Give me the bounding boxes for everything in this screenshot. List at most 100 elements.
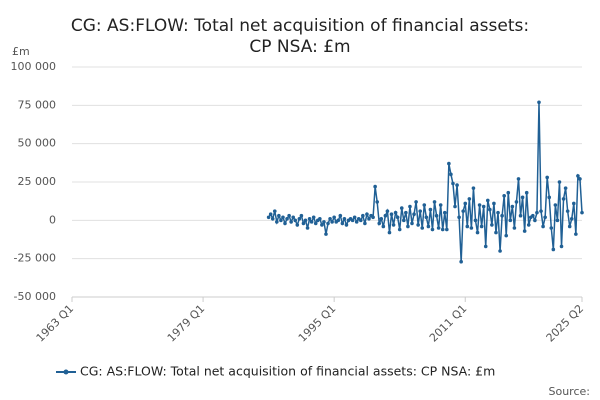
data-point xyxy=(580,210,584,215)
data-point xyxy=(305,226,310,230)
data-point xyxy=(465,224,470,229)
data-point xyxy=(453,204,457,209)
data-point xyxy=(406,224,410,229)
data-point xyxy=(363,221,367,226)
y-axis-label: £m xyxy=(12,45,30,58)
data-point xyxy=(277,213,281,218)
data-point xyxy=(383,213,388,218)
data-point xyxy=(399,206,404,210)
data-point xyxy=(375,200,379,204)
data-point xyxy=(526,223,531,227)
data-point xyxy=(565,209,570,213)
y-tick-label: 100 000 xyxy=(11,60,57,73)
data-point xyxy=(508,218,513,223)
data-point xyxy=(430,227,435,232)
data-point xyxy=(377,221,382,226)
data-point xyxy=(510,204,515,209)
data-point xyxy=(522,229,527,233)
data-point xyxy=(555,218,560,223)
data-point xyxy=(424,215,429,220)
data-point xyxy=(332,215,336,220)
data-point xyxy=(553,203,558,207)
data-point xyxy=(410,221,414,226)
data-point xyxy=(336,218,341,223)
data-point xyxy=(358,218,363,223)
data-point xyxy=(270,217,275,221)
y-tick-label: 0 xyxy=(49,213,56,226)
data-point xyxy=(569,217,574,221)
data-point xyxy=(303,218,308,223)
data-point xyxy=(389,212,394,216)
data-point xyxy=(320,223,324,227)
data-point xyxy=(498,249,502,253)
data-point xyxy=(365,212,369,216)
data-point xyxy=(475,230,480,235)
data-point xyxy=(279,218,283,223)
data-point xyxy=(412,212,416,216)
data-point xyxy=(467,197,472,201)
data-point xyxy=(301,221,306,226)
data-point xyxy=(309,220,314,224)
y-tick-label: -25 000 xyxy=(14,252,56,265)
data-point xyxy=(434,213,439,218)
data-point xyxy=(557,180,562,184)
data-point xyxy=(340,221,345,226)
data-point xyxy=(445,227,449,232)
data-point xyxy=(289,220,293,224)
data-point xyxy=(551,247,556,252)
x-tick-label: 2011 Q1 xyxy=(427,302,470,345)
data-point xyxy=(535,210,539,215)
data-point xyxy=(295,223,300,227)
data-point xyxy=(285,217,289,221)
data-point xyxy=(422,203,427,207)
data-point xyxy=(451,181,455,186)
data-point xyxy=(545,175,549,180)
data-point xyxy=(471,186,476,190)
data-point xyxy=(367,217,371,221)
data-point xyxy=(559,244,564,249)
data-point xyxy=(324,232,328,236)
data-point xyxy=(543,215,547,220)
data-point xyxy=(344,223,349,227)
data-point xyxy=(268,212,273,216)
source: Source: xyxy=(549,385,591,398)
data-point xyxy=(330,220,334,224)
data-point xyxy=(287,213,291,218)
data-point xyxy=(387,230,392,235)
data-point xyxy=(481,204,486,209)
data-point xyxy=(518,213,523,218)
data-point xyxy=(541,224,545,229)
data-point xyxy=(361,213,365,218)
data-point xyxy=(391,223,396,227)
data-point xyxy=(299,213,304,218)
data-point xyxy=(275,220,279,224)
data-point xyxy=(563,186,568,190)
data-point xyxy=(432,200,437,204)
data-point xyxy=(426,224,431,229)
data-point xyxy=(414,200,418,204)
data-point xyxy=(440,227,445,232)
data-point xyxy=(524,190,529,195)
data-point xyxy=(442,210,447,215)
data-point xyxy=(322,220,326,224)
data-point xyxy=(473,218,478,223)
data-point xyxy=(404,210,408,215)
y-tick-label: -50 000 xyxy=(14,290,56,303)
data-point xyxy=(354,220,359,224)
data-point xyxy=(516,177,521,181)
data-point xyxy=(514,200,519,204)
data-point xyxy=(490,223,494,227)
data-point xyxy=(307,217,312,221)
data-point xyxy=(449,172,453,177)
x-tick-label: 1979 Q1 xyxy=(165,302,208,345)
data-point xyxy=(477,203,482,207)
data-point xyxy=(373,184,377,189)
data-point xyxy=(408,204,412,209)
data-point xyxy=(496,210,500,215)
data-point xyxy=(393,210,398,215)
data-point xyxy=(272,209,277,213)
data-point xyxy=(385,209,390,213)
data-point xyxy=(479,224,484,229)
data-point xyxy=(428,207,433,212)
